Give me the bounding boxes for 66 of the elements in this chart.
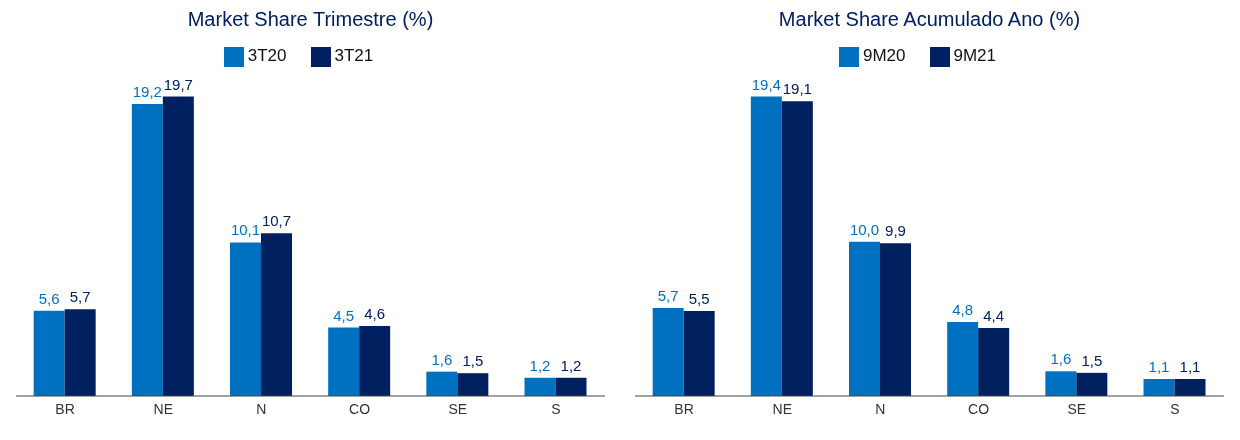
data-label: 1,6 (431, 350, 453, 368)
data-label: 5,7 (69, 288, 91, 306)
data-label: 10,1 (230, 221, 261, 239)
x-tick-label: SE (448, 400, 468, 417)
data-label: 1,5 (462, 352, 484, 370)
bar (750, 96, 782, 396)
data-label: 19,7 (163, 75, 193, 93)
data-label: 10,7 (261, 212, 292, 230)
bar (359, 326, 391, 396)
data-label: 19,2 (132, 83, 162, 101)
x-tick-label: CO (968, 400, 990, 417)
data-label: 9,9 (885, 222, 906, 240)
data-label: 5,7 (657, 287, 679, 305)
bar (1143, 379, 1175, 396)
bar (555, 377, 587, 396)
bar (781, 101, 813, 396)
bar (457, 373, 489, 396)
x-tick-label: BR (55, 400, 75, 417)
legend-label: 3T21 (334, 46, 374, 65)
data-label: 1,2 (529, 356, 551, 374)
bar (947, 321, 979, 396)
legend-label: 9M21 (953, 46, 997, 65)
x-tick-label: N (875, 400, 886, 417)
bar (328, 327, 360, 396)
x-tick-label: SE (1067, 400, 1087, 417)
bar (1045, 371, 1077, 396)
legend-label: 9M20 (862, 46, 906, 65)
bar (652, 308, 684, 396)
data-label: 1,1 (1148, 358, 1170, 376)
bar (33, 310, 65, 396)
x-tick-label: S (1170, 400, 1180, 417)
data-label: 1,2 (560, 356, 582, 374)
data-label: 19,1 (782, 80, 812, 98)
bar (683, 311, 715, 396)
data-label: 4,8 (952, 300, 974, 318)
bar (261, 233, 292, 396)
data-label: 1,6 (1050, 350, 1072, 368)
bar (849, 241, 880, 396)
legend-label: 3T20 (247, 46, 287, 65)
data-label: 4,6 (364, 305, 386, 323)
x-tick-label: N (256, 400, 267, 417)
chart-title: Market Share Acumulado Ano (%) (777, 8, 1082, 32)
bar (230, 242, 261, 396)
bar (131, 104, 163, 396)
data-label: 4,5 (333, 306, 355, 324)
data-label: 1,5 (1081, 351, 1103, 369)
bar (426, 371, 458, 396)
x-tick-label: NE (153, 400, 173, 417)
bar (524, 377, 556, 396)
bar (1174, 379, 1206, 396)
chart-title: Market Share Trimestre (%) (186, 8, 435, 32)
data-label: 5,5 (688, 290, 710, 308)
x-tick-label: CO (349, 400, 371, 417)
data-label: 1,1 (1179, 358, 1201, 376)
bar (880, 243, 911, 396)
data-label: 10,0 (849, 220, 880, 238)
data-label: 5,6 (38, 289, 60, 307)
data-label: 4,4 (983, 307, 1005, 325)
x-tick-label: NE (772, 400, 792, 417)
data-label: 19,4 (751, 75, 781, 93)
x-tick-label: BR (674, 400, 694, 417)
bar (64, 309, 96, 396)
bar (978, 328, 1010, 396)
bar (162, 96, 194, 396)
bar (1076, 372, 1108, 396)
x-tick-label: S (551, 400, 561, 417)
